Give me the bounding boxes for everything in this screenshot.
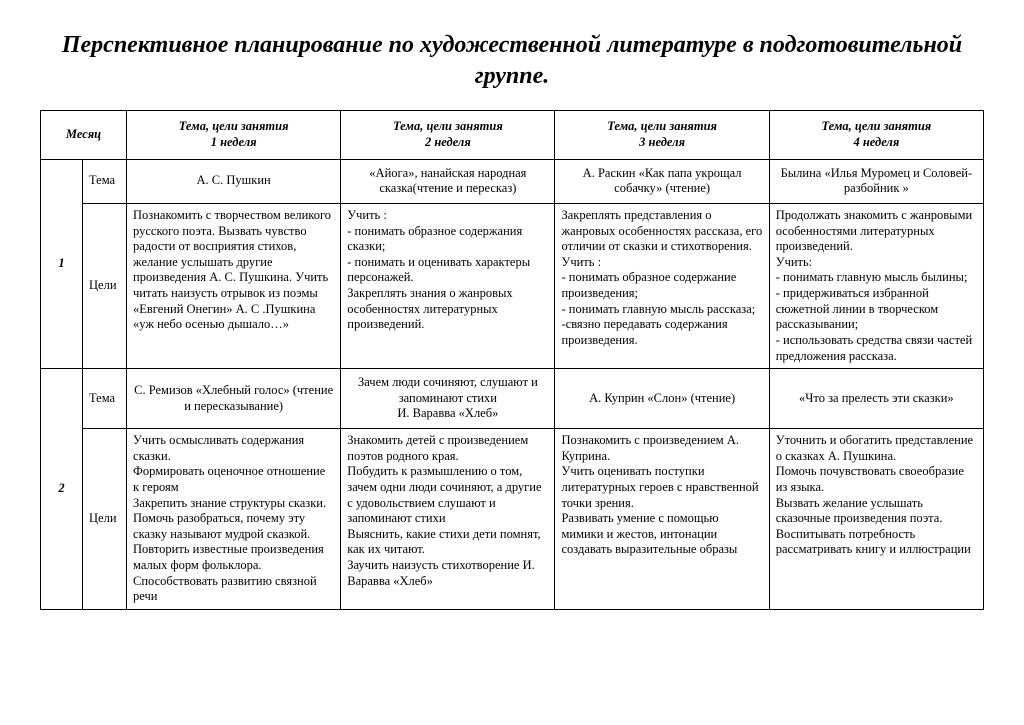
row-label-goals: Цели: [83, 429, 127, 610]
table-row: Цели Познакомить с творчеством великого …: [41, 203, 984, 368]
tema-w4: «Что за прелесть эти сказки»: [769, 369, 983, 429]
month-number: 1: [41, 159, 83, 369]
tema-w3: А. Раскин «Как папа укрощал собачку» (чт…: [555, 159, 769, 203]
tema-w1: С. Ремизов «Хлебный голос» (чтение и пер…: [127, 369, 341, 429]
goals-w3: Познакомить с произведением А. Куприна.У…: [555, 429, 769, 610]
table-row: 2 Тема С. Ремизов «Хлебный голос» (чтени…: [41, 369, 984, 429]
header-month: Месяц: [41, 111, 127, 159]
tema-w1: А. С. Пушкин: [127, 159, 341, 203]
table-row: 1 Тема А. С. Пушкин «Айога», нанайская н…: [41, 159, 984, 203]
goals-w4: Продолжать знакомить с жанровыми особенн…: [769, 203, 983, 368]
row-label-tema: Тема: [83, 159, 127, 203]
row-label-tema: Тема: [83, 369, 127, 429]
header-week1: Тема, цели занятия1 неделя: [127, 111, 341, 159]
tema-w4: Былина «Илья Муромец и Соловей-разбойник…: [769, 159, 983, 203]
header-week2: Тема, цели занятия2 неделя: [341, 111, 555, 159]
goals-w3: Закреплять представления о жанровых особ…: [555, 203, 769, 368]
goals-w1: Учить осмысливать содержания сказки.Форм…: [127, 429, 341, 610]
table-row: Цели Учить осмысливать содержания сказки…: [41, 429, 984, 610]
month-number: 2: [41, 369, 83, 610]
goals-w2: Знакомить детей с произведением поэтов р…: [341, 429, 555, 610]
header-week3: Тема, цели занятия3 неделя: [555, 111, 769, 159]
goals-w4: Уточнить и обогатить представление о ска…: [769, 429, 983, 610]
header-row: Месяц Тема, цели занятия1 неделя Тема, ц…: [41, 111, 984, 159]
tema-w3: А. Куприн «Слон» (чтение): [555, 369, 769, 429]
tema-w2: «Айога», нанайская народная сказка(чтени…: [341, 159, 555, 203]
row-label-goals: Цели: [83, 203, 127, 368]
goals-w2: Учить : - понимать образное содержания с…: [341, 203, 555, 368]
header-week4: Тема, цели занятия4 неделя: [769, 111, 983, 159]
planning-table: Месяц Тема, цели занятия1 неделя Тема, ц…: [40, 110, 984, 610]
tema-w2: Зачем люди сочиняют, слушают и запоминаю…: [341, 369, 555, 429]
goals-w1: Познакомить с творчеством великого русск…: [127, 203, 341, 368]
page-title: Перспективное планирование по художестве…: [40, 30, 984, 92]
